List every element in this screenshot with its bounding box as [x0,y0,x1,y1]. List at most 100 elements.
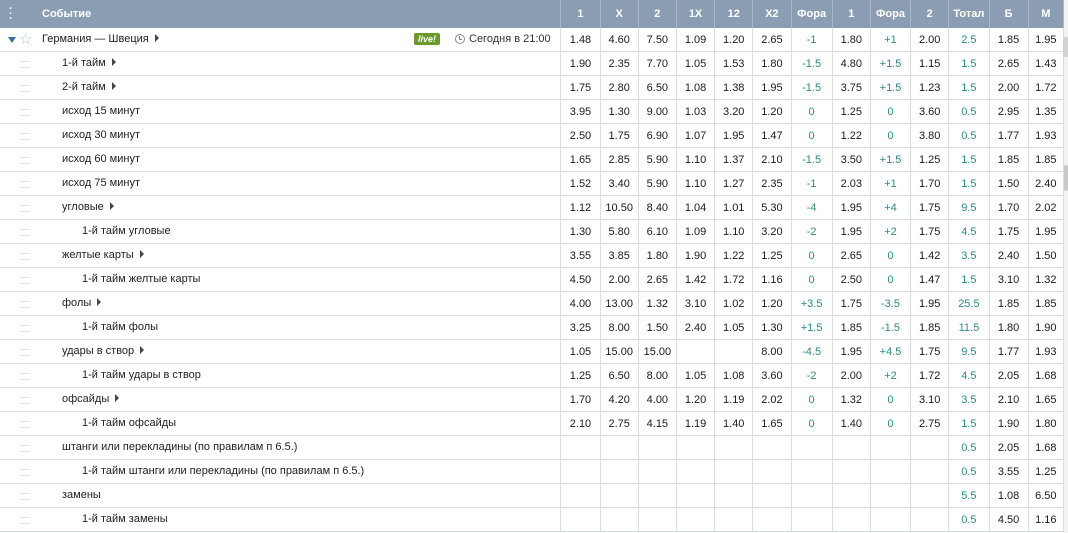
odds-cell[interactable]: 1.08 [714,363,754,388]
odds-cell[interactable]: 1.47 [752,123,792,148]
odds-cell[interactable]: 3.10 [676,291,716,316]
odds-column-header[interactable]: X2 [752,0,792,28]
odds-cell[interactable]: 1.40 [714,411,754,436]
odds-cell[interactable]: 1.80 [1028,411,1065,436]
odds-cell[interactable]: 3.10 [910,387,950,412]
odds-cell[interactable]: 6.50 [1028,483,1065,508]
odds-column-header[interactable]: 1 [560,0,601,28]
drag-handle-icon[interactable] [20,205,30,212]
market-label[interactable]: удары в створ [62,345,145,357]
drag-handle-icon[interactable] [20,469,30,476]
odds-cell[interactable]: 1.05 [676,363,716,388]
market-label[interactable]: офсайды [62,393,120,405]
drag-handle-icon[interactable] [20,133,30,140]
odds-cell[interactable]: 1.85 [1028,291,1065,316]
drag-handle-icon[interactable] [20,349,30,356]
odds-cell[interactable]: 3.20 [752,219,792,244]
odds-cell[interactable]: 2.02 [752,387,792,412]
odds-cell[interactable]: 2.10 [989,387,1029,412]
odds-cell[interactable]: 2.65 [638,267,677,292]
odds-cell[interactable]: 1.27 [714,171,754,196]
submenu-arrow-icon[interactable] [140,346,145,355]
odds-cell[interactable]: 1.85 [989,28,1029,52]
odds-cell[interactable]: 1.80 [752,51,792,76]
odds-cell[interactable]: 8.40 [638,195,677,220]
odds-cell[interactable]: 5.90 [638,171,677,196]
odds-cell[interactable]: 1.85 [1028,147,1065,172]
odds-cell[interactable]: 1.80 [989,315,1029,340]
odds-cell[interactable]: 1.19 [676,411,716,436]
odds-cell[interactable]: 1.95 [752,75,792,100]
odds-cell[interactable]: 1.95 [832,195,871,220]
odds-cell[interactable]: 1.95 [1028,219,1065,244]
submenu-arrow-icon[interactable] [115,394,120,403]
odds-cell[interactable]: 1.05 [714,315,754,340]
odds-cell[interactable]: 1.75 [910,219,950,244]
odds-cell[interactable]: 2.10 [560,411,601,436]
odds-cell[interactable]: 1.25 [910,147,950,172]
odds-cell[interactable]: 1.08 [989,483,1029,508]
odds-cell[interactable]: 2.65 [832,243,871,268]
odds-cell[interactable]: 2.05 [989,363,1029,388]
event-column-header[interactable]: · · · Событие [0,0,562,28]
odds-cell[interactable]: 1.05 [676,51,716,76]
odds-cell[interactable]: 1.75 [910,339,950,364]
odds-cell[interactable]: 3.25 [560,315,601,340]
market-label[interactable]: угловые [62,201,114,213]
odds-cell[interactable]: 2.65 [752,28,792,52]
drag-handle-icon[interactable] [20,397,30,404]
odds-cell[interactable]: 1.75 [832,291,871,316]
odds-cell[interactable]: 1.20 [752,291,792,316]
odds-cell[interactable]: 1.65 [752,411,792,436]
odds-cell[interactable]: 1.15 [910,51,950,76]
odds-cell[interactable]: 3.80 [910,123,950,148]
odds-cell[interactable]: 2.00 [910,28,950,52]
odds-cell[interactable]: 8.00 [638,363,677,388]
odds-cell[interactable]: 2.35 [752,171,792,196]
drag-handle-icon[interactable] [20,493,30,500]
odds-cell[interactable]: 6.10 [638,219,677,244]
odds-cell[interactable]: 1.50 [1028,243,1065,268]
odds-column-header[interactable]: Фора [791,0,833,28]
odds-cell[interactable]: 10.50 [600,195,639,220]
odds-cell[interactable]: 1.07 [676,123,716,148]
odds-cell[interactable]: 2.40 [1028,171,1065,196]
odds-cell[interactable]: 1.20 [676,387,716,412]
odds-cell[interactable]: 1.09 [676,28,716,52]
odds-cell[interactable]: 1.50 [638,315,677,340]
odds-column-header[interactable]: Б [989,0,1029,28]
submenu-arrow-icon[interactable] [109,202,114,211]
odds-cell[interactable]: 7.50 [638,28,677,52]
odds-cell[interactable]: 1.85 [910,315,950,340]
odds-cell[interactable]: 1.19 [714,387,754,412]
drag-handle-icon[interactable] [20,85,30,92]
drag-handle-icon[interactable] [20,157,30,164]
odds-cell[interactable]: 6.50 [600,363,639,388]
odds-cell[interactable]: 1.70 [910,171,950,196]
odds-column-header[interactable]: М [1028,0,1065,28]
odds-cell[interactable]: 3.20 [714,99,754,124]
odds-cell[interactable]: 1.30 [600,99,639,124]
odds-cell[interactable]: 4.50 [989,507,1029,532]
odds-cell[interactable]: 3.85 [600,243,639,268]
odds-cell[interactable]: 1.32 [638,291,677,316]
submenu-arrow-icon[interactable] [154,34,159,43]
odds-cell[interactable]: 7.70 [638,51,677,76]
odds-cell[interactable]: 1.93 [1028,339,1065,364]
odds-cell[interactable]: 2.40 [989,243,1029,268]
odds-cell[interactable]: 4.60 [600,28,639,52]
market-label[interactable]: 1-й тайм [62,57,116,69]
odds-cell[interactable]: 3.60 [910,99,950,124]
drag-handle-icon[interactable] [20,61,30,68]
drag-handle-icon[interactable] [20,253,30,260]
odds-cell[interactable]: 2.05 [989,435,1029,460]
odds-cell[interactable]: 1.80 [832,28,871,52]
odds-cell[interactable]: 2.00 [600,267,639,292]
scrollbar[interactable] [1063,0,1068,533]
odds-cell[interactable]: 1.53 [714,51,754,76]
odds-cell[interactable]: 1.42 [676,267,716,292]
odds-cell[interactable]: 1.47 [910,267,950,292]
odds-cell[interactable]: 1.85 [989,147,1029,172]
odds-cell[interactable]: 4.15 [638,411,677,436]
odds-cell[interactable]: 2.10 [752,147,792,172]
